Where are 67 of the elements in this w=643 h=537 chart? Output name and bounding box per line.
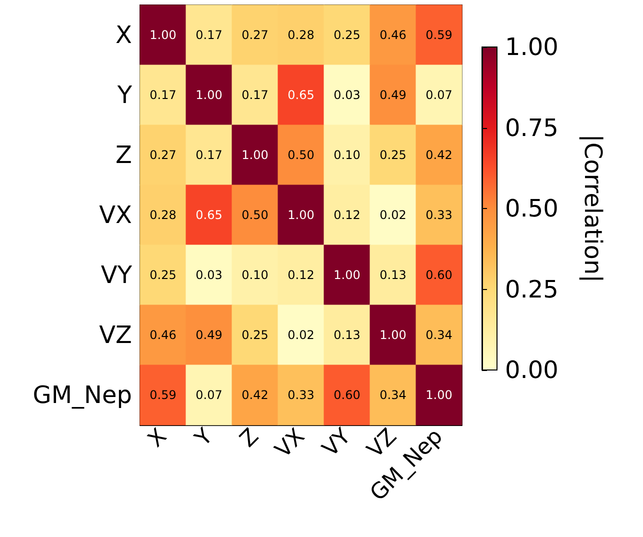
data-label: 0.59: [150, 388, 176, 402]
data-label: 0.33: [426, 208, 452, 222]
data-label: 0.25: [242, 328, 268, 342]
data-label: 0.33: [288, 388, 314, 402]
color-bar-title: |Correlation|: [579, 134, 607, 283]
data-label: 0.07: [196, 388, 222, 402]
data-label: 0.42: [426, 148, 452, 162]
x-tick-label: X: [144, 424, 172, 452]
data-label: 0.27: [150, 148, 176, 162]
data-label: 0.59: [426, 28, 452, 42]
y-tick-label: Z: [116, 141, 132, 169]
data-label: 0.34: [380, 388, 406, 402]
data-label: 1.00: [426, 388, 452, 402]
data-label: 1.00: [288, 208, 314, 222]
data-label: 0.60: [426, 268, 452, 282]
data-label: 0.02: [380, 208, 406, 222]
x-tick-label: VX: [270, 424, 310, 464]
data-label: 1.00: [242, 148, 268, 162]
data-label: 0.17: [150, 88, 176, 102]
color-bar-label: 0.75: [505, 114, 558, 142]
data-label: 1.00: [380, 328, 406, 342]
data-label: 0.65: [196, 208, 222, 222]
data-label: 0.27: [242, 28, 268, 42]
data-label: 0.28: [150, 208, 176, 222]
data-label: 0.10: [242, 268, 268, 282]
data-label: 0.17: [196, 148, 222, 162]
x-tick-label: Y: [190, 424, 218, 452]
color-bar-label: 0.25: [505, 275, 558, 304]
data-label: 0.34: [426, 328, 452, 342]
data-label: 1.00: [196, 88, 222, 102]
data-label: 0.49: [380, 88, 406, 102]
data-label: 0.46: [150, 328, 176, 342]
data-label: 0.25: [334, 28, 360, 42]
data-label: 0.12: [334, 208, 360, 222]
data-label: 1.00: [150, 28, 176, 42]
data-label: 0.28: [288, 28, 314, 42]
data-label: 0.65: [288, 88, 314, 102]
x-tick-label: VY: [318, 424, 356, 462]
y-tick-label: VY: [100, 261, 132, 289]
data-label: 0.42: [242, 388, 268, 402]
data-label: 0.13: [334, 328, 360, 342]
data-label: 0.50: [242, 208, 268, 222]
color-bar-label: 0.00: [505, 356, 558, 384]
data-label: 0.17: [242, 88, 268, 102]
y-tick-label: VX: [99, 201, 132, 229]
data-label: 0.50: [288, 148, 314, 162]
color-bar-label: 0.50: [505, 194, 558, 222]
y-tick-label: GM_Nep: [32, 381, 132, 409]
data-label: 0.10: [334, 148, 360, 162]
data-label: 1.00: [334, 268, 360, 282]
color-bar-label: 1.00: [505, 33, 558, 61]
data-label: 0.07: [426, 88, 452, 102]
data-label: 0.12: [288, 268, 314, 282]
data-label: 0.49: [196, 328, 222, 342]
data-label: 0.25: [150, 268, 176, 282]
x-tick-label: Z: [236, 424, 264, 452]
data-label: 0.46: [380, 28, 406, 42]
y-tick-label: VZ: [99, 321, 132, 349]
data-label: 0.03: [196, 268, 222, 282]
data-label: 0.13: [380, 268, 406, 282]
data-label: 0.60: [334, 388, 360, 402]
data-label: 0.17: [196, 28, 222, 42]
y-tick-label: Y: [116, 81, 132, 109]
y-tick-label: X: [116, 21, 132, 49]
data-label: 0.25: [380, 148, 406, 162]
data-label: 0.03: [334, 88, 360, 102]
data-label: 0.02: [288, 328, 314, 342]
